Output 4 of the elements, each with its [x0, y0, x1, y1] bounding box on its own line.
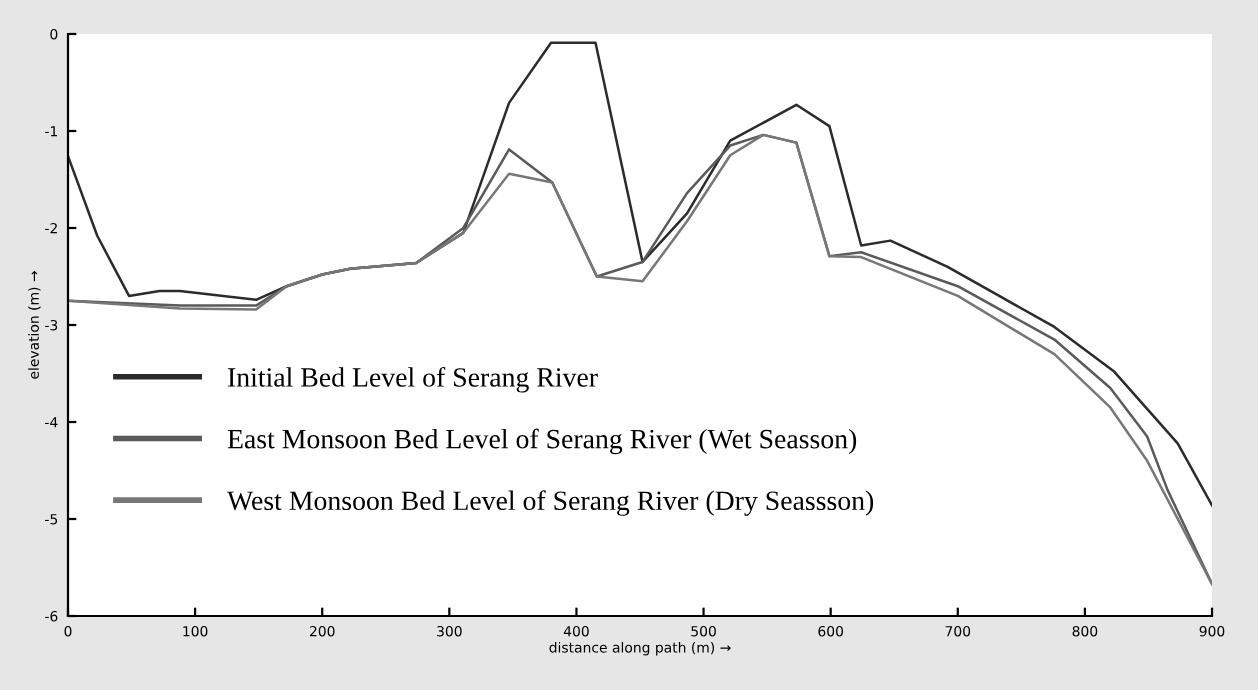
legend-label: West Monsoon Bed Level of Serang River (Dry Seassson): [227, 490, 874, 516]
legend-label: East Monsoon Bed Level of Serang River (Wet Seasson): [227, 428, 857, 455]
legend-label: Initial Bed Level of Serang River: [227, 366, 598, 393]
line-series: [68, 133, 1212, 586]
